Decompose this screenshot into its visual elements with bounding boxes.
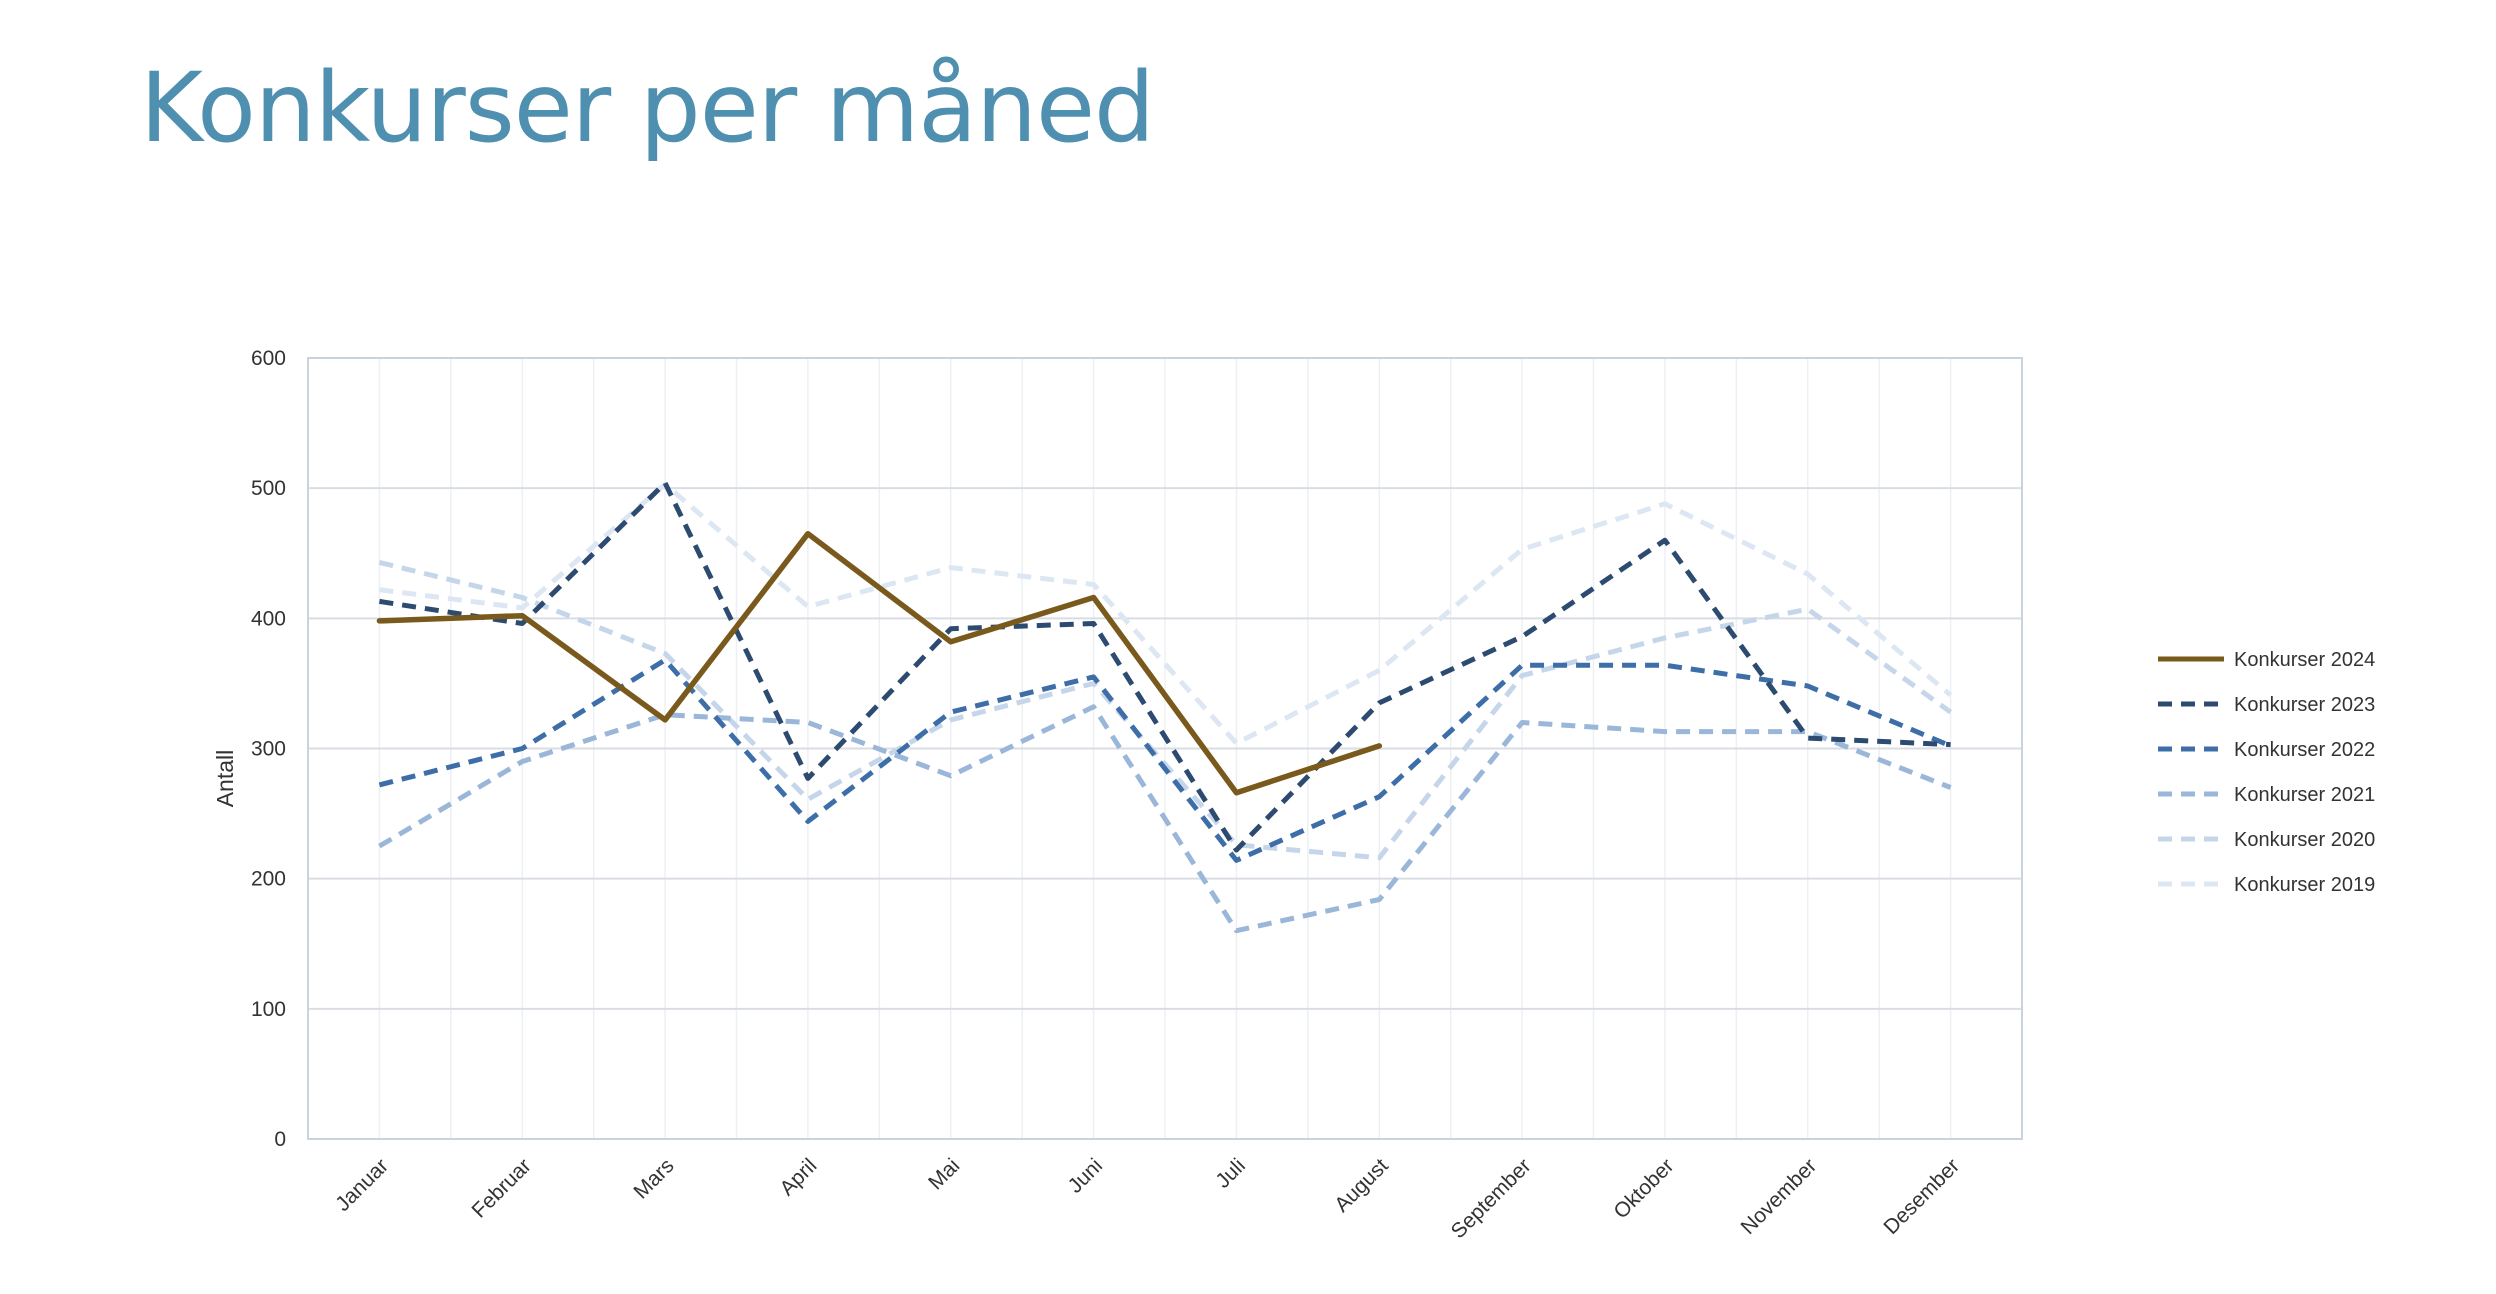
y-axis-title: Antall	[212, 750, 238, 808]
series-line-konkurser-2020	[378, 559, 1953, 861]
x-tick-label: September	[1447, 1154, 1536, 1243]
x-tick-label: Oktober	[1609, 1154, 1678, 1223]
x-tick-label: Januar	[331, 1154, 393, 1216]
series-line-konkurser-2023	[379, 480, 1951, 853]
legend-label: Konkurser 2020	[2234, 829, 2375, 851]
x-tick-label: Desember	[1879, 1154, 1964, 1239]
y-tick-label: 0	[274, 1128, 286, 1151]
x-tick-label: Mai	[924, 1154, 964, 1194]
x-tick-label: August	[1330, 1154, 1393, 1217]
y-tick-label: 400	[251, 607, 286, 630]
series-line-konkurser-2024	[376, 530, 1383, 796]
legend-label: Konkurser 2024	[2234, 649, 2375, 671]
legend-label: Konkurser 2019	[2234, 874, 2375, 896]
y-tick-label: 200	[251, 868, 286, 891]
x-tick-label: November	[1737, 1154, 1822, 1239]
series-line-konkurser-2022	[378, 657, 1952, 863]
series-line-konkurser-2021	[378, 704, 1952, 934]
x-tick-label: Juni	[1064, 1154, 1108, 1198]
y-tick-label: 500	[251, 477, 286, 500]
x-axis-tick-labels: Januar Februar Mars April Mai Juni Juli August S…	[331, 1154, 1964, 1243]
plot-area-frame	[307, 357, 2023, 1140]
page-title: Konkurser per måned	[140, 52, 1155, 164]
chart-series	[376, 480, 1953, 934]
chart-legend: Konkurser 2024 Konkurser 2023 Konkurser 20…	[2158, 649, 2375, 896]
legend-label: Konkurser 2023	[2234, 694, 2375, 716]
legend-label: Konkurser 2022	[2234, 739, 2375, 761]
y-axis-tick-labels: 0 100 200 300 400 500 600	[251, 347, 286, 1151]
x-tick-label: Mars	[629, 1154, 678, 1203]
legend-label: Konkurser 2021	[2234, 784, 2375, 806]
x-tick-label: April	[775, 1154, 821, 1200]
y-tick-label: 100	[251, 998, 286, 1021]
y-tick-label: 300	[251, 738, 286, 761]
y-tick-label: 600	[251, 347, 286, 370]
x-tick-label: Februar	[468, 1154, 536, 1222]
x-tick-label: Juli	[1211, 1154, 1250, 1193]
